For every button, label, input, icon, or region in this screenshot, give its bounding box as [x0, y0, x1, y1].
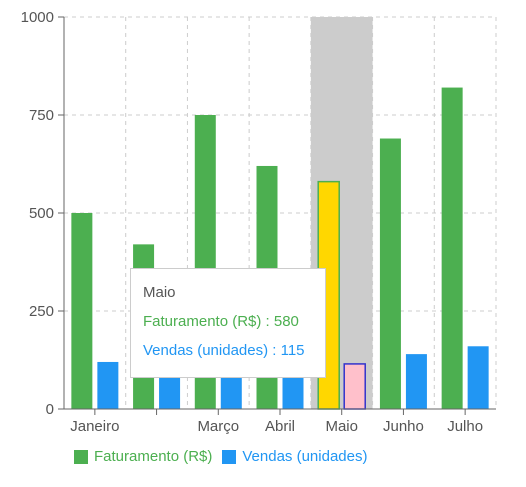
bar-faturamento-5 [379, 138, 401, 409]
tooltip-title: Maio [143, 284, 176, 301]
bar-vendas-4 [343, 363, 366, 410]
y-tick-label-4: 1000 [21, 9, 54, 26]
legend-item-vendas[interactable]: Vendas (unidades) [222, 448, 367, 465]
tooltip-row-faturamento: Faturamento (R$) : 580 [143, 313, 299, 330]
x-tick-label-2: Março [197, 418, 239, 435]
bar-vendas-6 [467, 346, 489, 409]
y-tick-label-0: 0 [46, 401, 54, 418]
x-tick-label-4: Maio [325, 418, 358, 435]
bar-faturamento-0 [71, 213, 93, 409]
bar-vendas-5 [405, 354, 427, 409]
x-tick-label-0: Janeiro [70, 418, 119, 435]
x-tick-label-5: Junho [383, 418, 424, 435]
x-tick-label-3: Abril [265, 418, 295, 435]
legend-item-faturamento[interactable]: Faturamento (R$) [74, 448, 212, 465]
tick-labels: 0 250 500 750 1000 Janeiro Março Abril Maio Junho… [21, 9, 483, 435]
legend-swatch-vendas [222, 449, 237, 464]
bar-vendas-0 [97, 361, 119, 409]
tooltip-row-vendas: Vendas (unidades) : 115 [143, 342, 305, 359]
legend-label-vendas: Vendas (unidades) [242, 448, 368, 465]
y-tick-label-3: 750 [29, 107, 54, 124]
bar-faturamento-6 [441, 87, 463, 409]
tooltip: Maio Faturamento (R$) : 580 Vendas (unid… [130, 268, 326, 378]
x-tick-label-6: Julho [447, 418, 483, 435]
legend-swatch-faturamento [74, 449, 88, 464]
y-tick-label-2: 500 [29, 205, 54, 222]
axes [58, 16, 496, 415]
y-tick-label-1: 250 [29, 303, 54, 320]
legend: Faturamento (R$) Vendas (unidades) [74, 448, 377, 465]
legend-label-faturamento: Faturamento (R$) [94, 448, 213, 465]
